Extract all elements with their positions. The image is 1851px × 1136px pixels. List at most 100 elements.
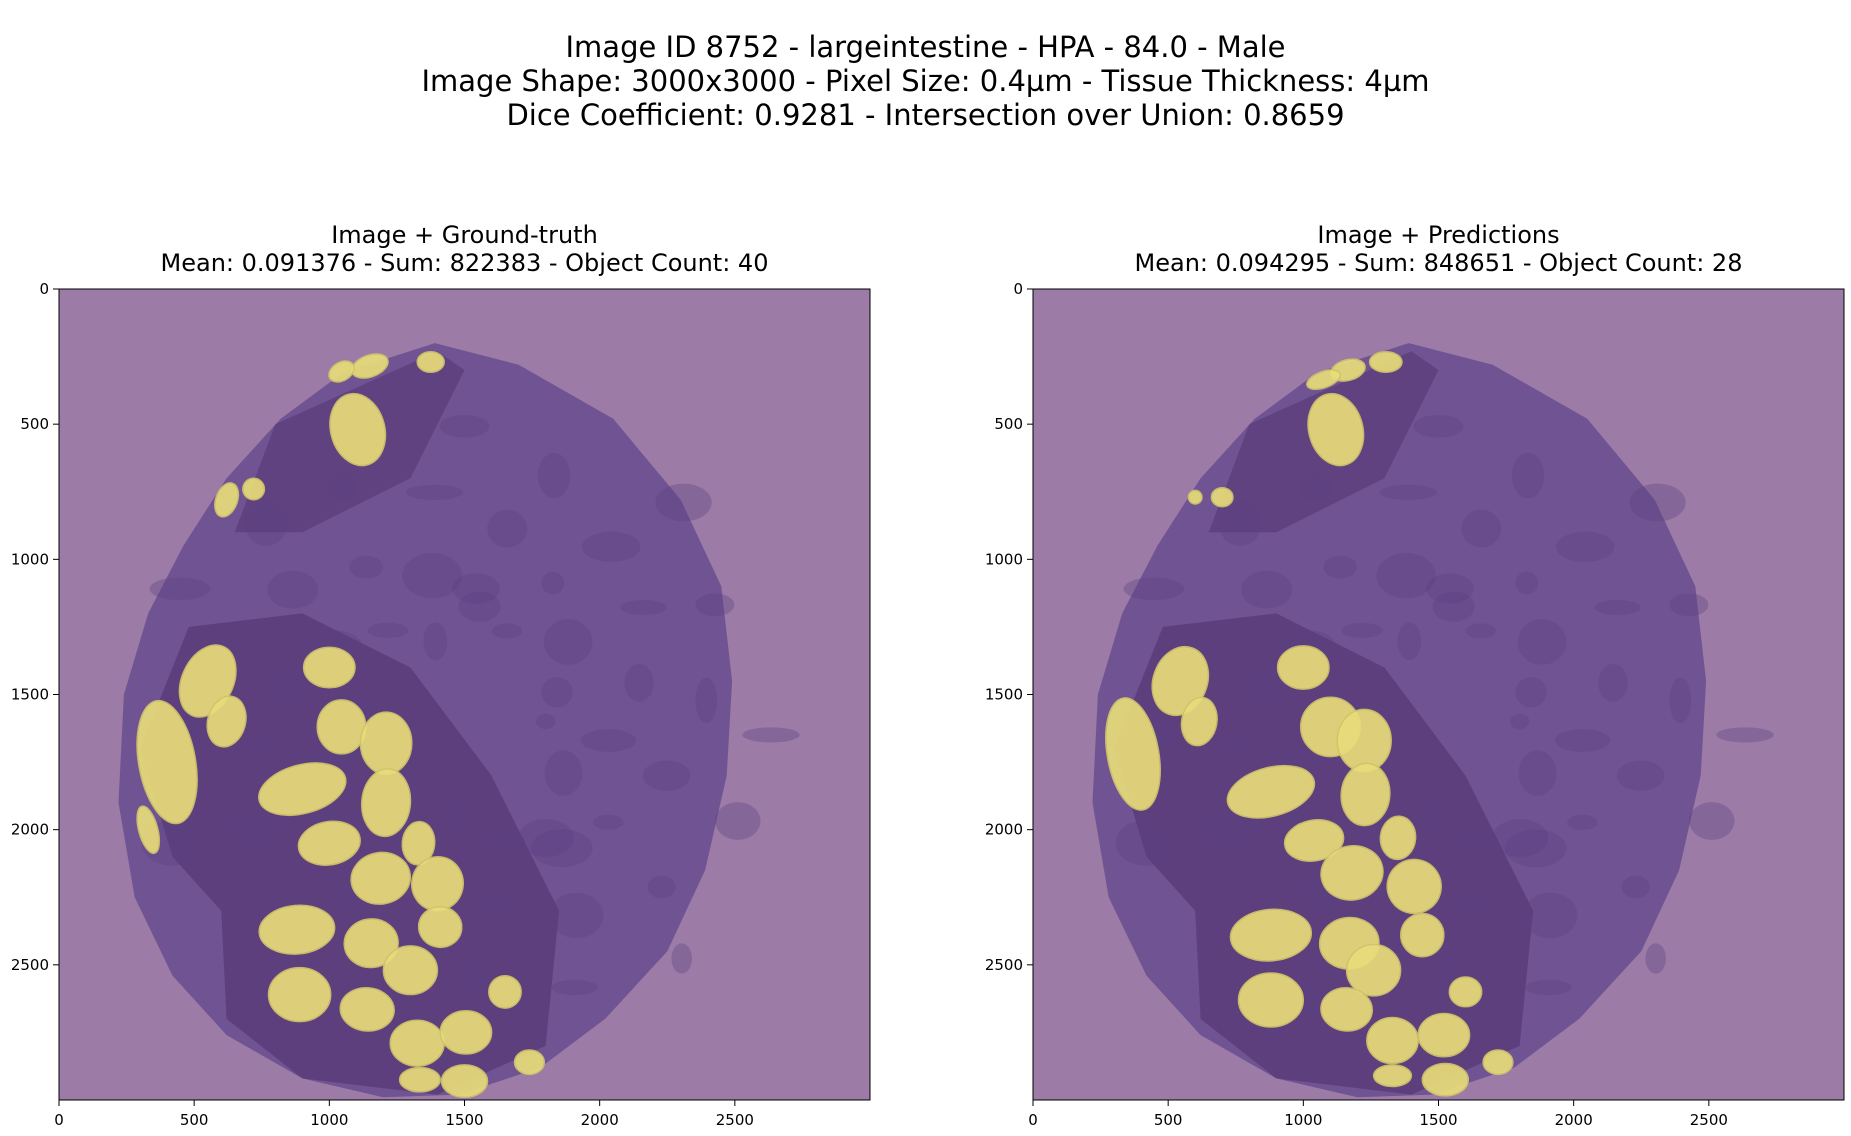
right-gland-mask — [1237, 972, 1305, 1028]
left-tissue-texture — [537, 452, 571, 499]
right-tissue-texture — [1432, 591, 1475, 622]
right-gland-mask — [1180, 696, 1218, 747]
right-tissue-texture — [1525, 979, 1572, 996]
left-gland-mask — [488, 974, 522, 1009]
left-gland-mask — [360, 768, 412, 838]
right-x-tick-label: 0 — [1028, 1111, 1038, 1129]
left-tissue-texture — [491, 623, 522, 639]
right-tissue-texture — [1515, 571, 1539, 595]
right-y-tick-label: 500 — [994, 415, 1023, 433]
right-tissue-texture — [1465, 623, 1496, 639]
left-tissue-texture — [402, 552, 462, 599]
right-y-tick-label: 1000 — [985, 550, 1023, 568]
right-y-tick-label: 0 — [1013, 280, 1023, 298]
right-tissue-texture — [1669, 677, 1692, 724]
left-tissue-texture — [620, 599, 667, 616]
left-gland-mask — [440, 1064, 489, 1099]
right-tissue-texture — [1397, 622, 1422, 661]
left-gland-mask — [242, 477, 266, 501]
right-tissue-texture — [1554, 729, 1610, 752]
right-gland-mask — [1187, 489, 1203, 505]
left-gland-mask — [350, 851, 412, 905]
left-gland-mask — [258, 762, 347, 817]
left-tissue-texture — [349, 555, 383, 579]
right-y-tick-label: 1500 — [985, 686, 1023, 704]
right-tissue-texture — [1341, 622, 1383, 638]
right-gland-mask — [1421, 1062, 1470, 1097]
right-gland-mask — [1229, 908, 1313, 962]
right-tissue-texture — [1241, 570, 1293, 609]
left-y-tick-label: 1000 — [11, 550, 49, 568]
figure-title-line-3: Dice Coefficient: 0.9281 - Intersection … — [506, 98, 1345, 132]
right-tissue-texture — [1218, 500, 1262, 546]
left-gland-mask — [297, 820, 361, 866]
right-x-tick-label: 1000 — [1284, 1111, 1322, 1129]
left-tissue-texture — [480, 830, 525, 854]
left-tissue-texture — [267, 570, 319, 609]
left-x-tick-label: 2500 — [716, 1111, 754, 1129]
left-x-tick-label: 1000 — [310, 1111, 348, 1129]
right-tissue-texture — [1645, 943, 1666, 974]
left-tissue-texture — [367, 622, 409, 638]
right-tissue-texture — [1689, 802, 1735, 840]
left-tissue-texture — [244, 500, 288, 546]
left-tissue-texture — [715, 802, 761, 840]
right-tissue-texture — [1511, 452, 1545, 499]
right-gland-mask — [1340, 762, 1391, 827]
left-y-tick-label: 0 — [39, 280, 49, 298]
right-tissue-texture — [1621, 875, 1650, 899]
right-tissue-texture — [1461, 509, 1502, 548]
right-x-tick-label: 2500 — [1690, 1111, 1728, 1129]
right-tissue-texture — [1556, 531, 1615, 562]
left-gland-mask — [258, 904, 336, 955]
right-gland-mask — [1399, 912, 1445, 958]
right-panel-stats: Mean: 0.094295 - Sum: 848651 - Object Co… — [1134, 249, 1743, 277]
right-x-tick-label: 1500 — [1419, 1111, 1457, 1129]
left-tissue-texture — [551, 979, 598, 996]
left-tissue-texture — [593, 814, 624, 830]
right-tissue-texture — [1454, 830, 1499, 854]
right-gland-mask — [1306, 369, 1342, 391]
left-y-tick-label: 2000 — [11, 821, 49, 839]
left-tissue-texture — [265, 666, 298, 712]
left-tissue-texture — [530, 829, 593, 868]
left-gland-mask — [136, 699, 198, 825]
left-y-tick-label: 500 — [20, 415, 49, 433]
right-tissue-texture — [1629, 483, 1686, 522]
left-tissue-texture — [742, 727, 800, 743]
right-tissue-texture — [1323, 555, 1357, 579]
right-tissue-texture — [1594, 599, 1641, 616]
left-tissue-texture — [242, 736, 287, 760]
left-tissue-texture — [642, 760, 691, 791]
right-tissue-texture — [1517, 619, 1567, 665]
left-tissue-texture — [695, 677, 718, 724]
right-gland-mask — [1448, 976, 1483, 1008]
right-gland-mask — [1105, 697, 1161, 811]
left-tissue-texture — [458, 591, 501, 622]
right-tissue-texture — [1420, 791, 1449, 837]
left-gland-mask — [389, 1019, 445, 1067]
left-gland-mask — [359, 711, 413, 776]
left-tissue-texture — [695, 593, 735, 617]
right-tissue-texture — [1300, 471, 1332, 502]
right-panel-axes: 0 500 1000 1500 2000 2500 0 500 1000 1500 2000 2500 — [985, 280, 1845, 1129]
right-tissue-texture — [1239, 666, 1272, 712]
left-x-tick-label: 1500 — [445, 1111, 483, 1129]
right-gland-mask — [1320, 845, 1384, 901]
left-tissue-texture — [517, 819, 575, 857]
right-gland-mask — [1482, 1049, 1514, 1076]
left-tissue-texture — [423, 622, 448, 661]
left-tissue-texture — [671, 943, 692, 974]
left-tissue-texture — [543, 619, 593, 665]
left-tissue-texture — [149, 577, 211, 601]
right-gland-mask — [1320, 987, 1374, 1032]
left-tissue-texture — [446, 791, 475, 837]
right-tissue-texture — [1567, 814, 1598, 830]
left-gland-mask — [328, 360, 355, 383]
left-tissue-texture — [541, 571, 565, 595]
left-panel-title: Image + Ground-truth — [331, 221, 598, 249]
left-tissue-texture — [655, 483, 712, 522]
left-gland-mask — [267, 966, 332, 1023]
right-tissue-texture — [1123, 577, 1185, 601]
